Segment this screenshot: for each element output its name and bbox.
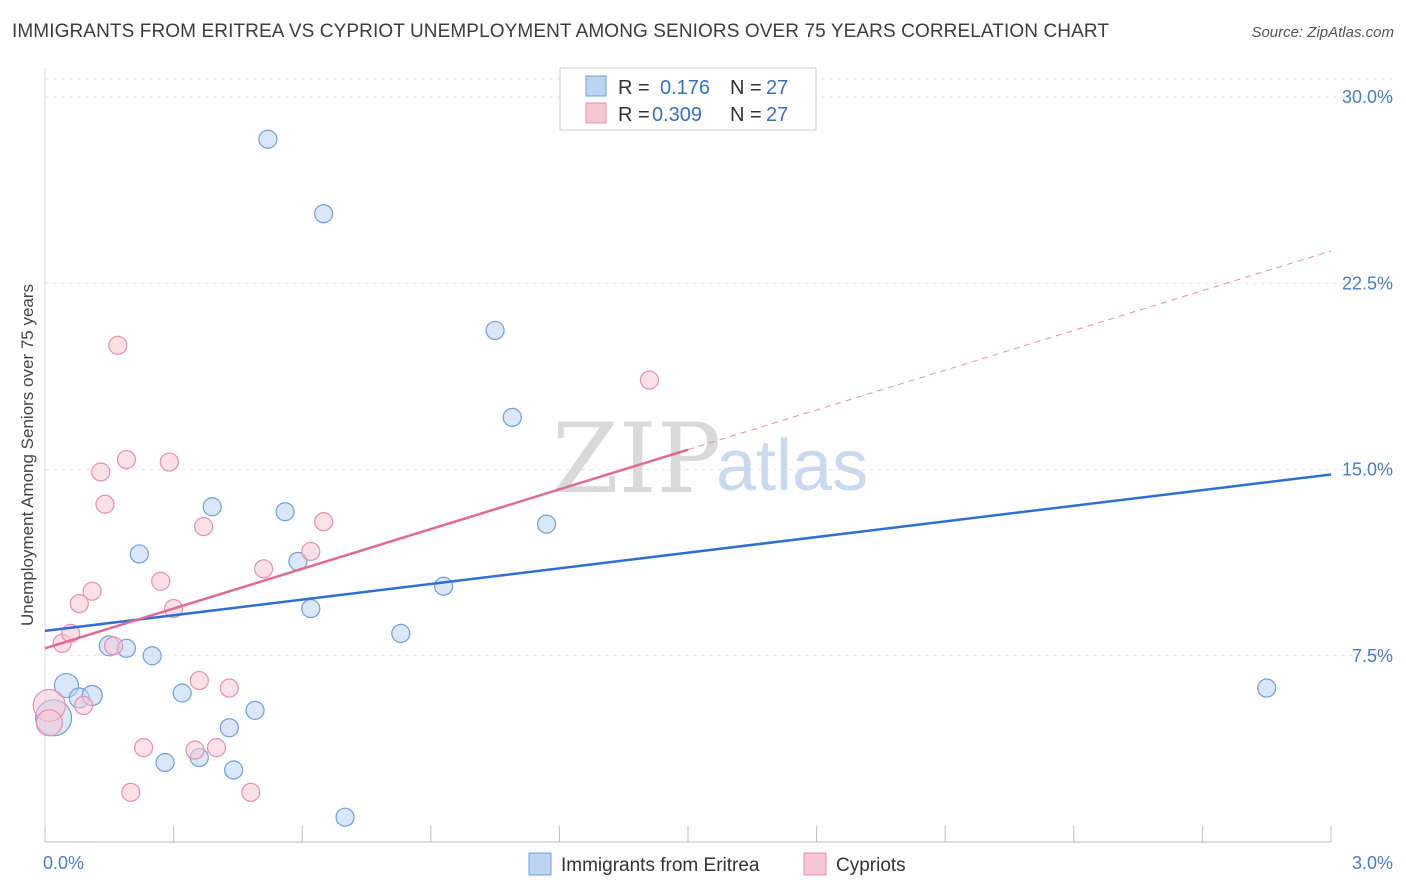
cypriots-trend-extension xyxy=(687,250,1332,451)
eritrea-point-24 xyxy=(502,407,522,427)
x-ticks xyxy=(44,826,1332,842)
legend-swatch-cypriots xyxy=(585,102,607,124)
eritrea-point-23 xyxy=(485,320,505,341)
eritrea-point-13 xyxy=(224,760,244,780)
cypriots-point-1 xyxy=(35,709,63,737)
chart-title: IMMIGRANTS FROM ERITREA VS CYPRIOT UNEMP… xyxy=(12,21,1110,42)
cypriots-trend-line xyxy=(44,448,689,650)
legend-r-label-cypriots: R = xyxy=(618,104,650,126)
cypriots-point-14 xyxy=(151,571,171,591)
cypriots-point-9 xyxy=(103,636,124,656)
source-credit: Source: ZipAtlas.com xyxy=(1251,24,1394,41)
eritrea-point-7 xyxy=(142,646,162,666)
series-legend: Immigrants from Eritrea Cypriots xyxy=(528,852,906,876)
data-points xyxy=(32,129,1277,827)
cypriots-point-20 xyxy=(206,738,227,758)
cypriots-point-23 xyxy=(254,559,274,579)
legend-n-label-cypriots: N = xyxy=(730,104,762,126)
legend-swatch-eritrea xyxy=(585,75,607,97)
eritrea-point-15 xyxy=(258,129,278,149)
series-legend-label-eritrea: Immigrants from Eritrea xyxy=(561,855,760,876)
y-tick-label-3: 30.0% xyxy=(1342,87,1393,107)
gridlines xyxy=(45,78,1392,657)
trend-lines xyxy=(44,250,1332,650)
series-legend-swatch-cypriots xyxy=(803,852,827,876)
legend-n-value-cypriots: 27 xyxy=(766,104,788,126)
x-tick-labels: 0.0% 3.0% xyxy=(43,853,1393,873)
cypriots-point-25 xyxy=(314,512,334,532)
y-tick-label-0: 7.5% xyxy=(1352,646,1393,666)
cypriots-point-19 xyxy=(194,517,214,537)
legend-r-value-cypriots: 0.309 xyxy=(652,104,702,126)
cypriots-point-18 xyxy=(189,670,209,691)
cypriots-point-12 xyxy=(121,782,141,802)
cypriots-point-11 xyxy=(116,449,137,470)
cypriots-point-7 xyxy=(91,462,111,482)
y-axis-label: Unemployment Among Seniors over 75 years xyxy=(18,284,37,626)
y-tick-labels: 7.5% 15.0% 22.5% 30.0% xyxy=(1342,87,1393,666)
watermark-atlas: atlas xyxy=(716,426,868,506)
cypriots-point-21 xyxy=(219,678,239,698)
x-tick-label-1: 3.0% xyxy=(1352,853,1393,873)
cypriots-point-22 xyxy=(241,782,261,802)
eritrea-point-16 xyxy=(275,502,295,522)
eritrea-point-18 xyxy=(301,598,321,619)
eritrea-point-20 xyxy=(335,807,355,827)
legend-r-value-eritrea: 0.176 xyxy=(660,77,710,99)
eritrea-point-8 xyxy=(155,752,175,773)
eritrea-point-22 xyxy=(434,576,454,596)
eritrea-point-19 xyxy=(314,204,334,224)
cypriots-point-5 xyxy=(73,695,94,716)
x-tick-label-0: 0.0% xyxy=(43,853,84,873)
cypriots-point-4 xyxy=(69,593,89,614)
series-legend-label-cypriots: Cypriots xyxy=(836,855,906,876)
eritrea-point-12 xyxy=(219,718,239,738)
cypriots-point-8 xyxy=(95,494,115,514)
eritrea-point-21 xyxy=(391,623,411,644)
cypriots-point-24 xyxy=(301,541,321,562)
cypriots-point-15 xyxy=(159,452,179,472)
y-tick-label-2: 22.5% xyxy=(1342,273,1393,293)
eritrea-point-26 xyxy=(1257,678,1277,698)
eritrea-trend-line xyxy=(44,473,1332,633)
eritrea-point-14 xyxy=(245,700,265,720)
cypriots-point-26 xyxy=(639,370,660,390)
eritrea-point-11 xyxy=(202,497,222,517)
cypriots-point-6 xyxy=(82,581,102,601)
correlation-legend: R = 0.176 N = 27 R = 0.309 N = 27 xyxy=(559,67,817,131)
legend-n-value-eritrea: 27 xyxy=(766,77,788,99)
series-legend-swatch-eritrea xyxy=(528,852,552,876)
eritrea-point-9 xyxy=(172,683,192,703)
cypriots-point-17 xyxy=(185,740,205,760)
legend-n-label-eritrea: N = xyxy=(730,77,762,99)
cypriots-point-13 xyxy=(133,738,154,758)
eritrea-point-25 xyxy=(536,514,557,534)
cypriots-point-10 xyxy=(108,335,128,355)
eritrea-point-6 xyxy=(129,544,149,564)
y-tick-label-1: 15.0% xyxy=(1342,460,1393,480)
legend-r-label-eritrea: R = xyxy=(618,77,650,99)
watermark-zip: ZIP xyxy=(552,403,721,515)
